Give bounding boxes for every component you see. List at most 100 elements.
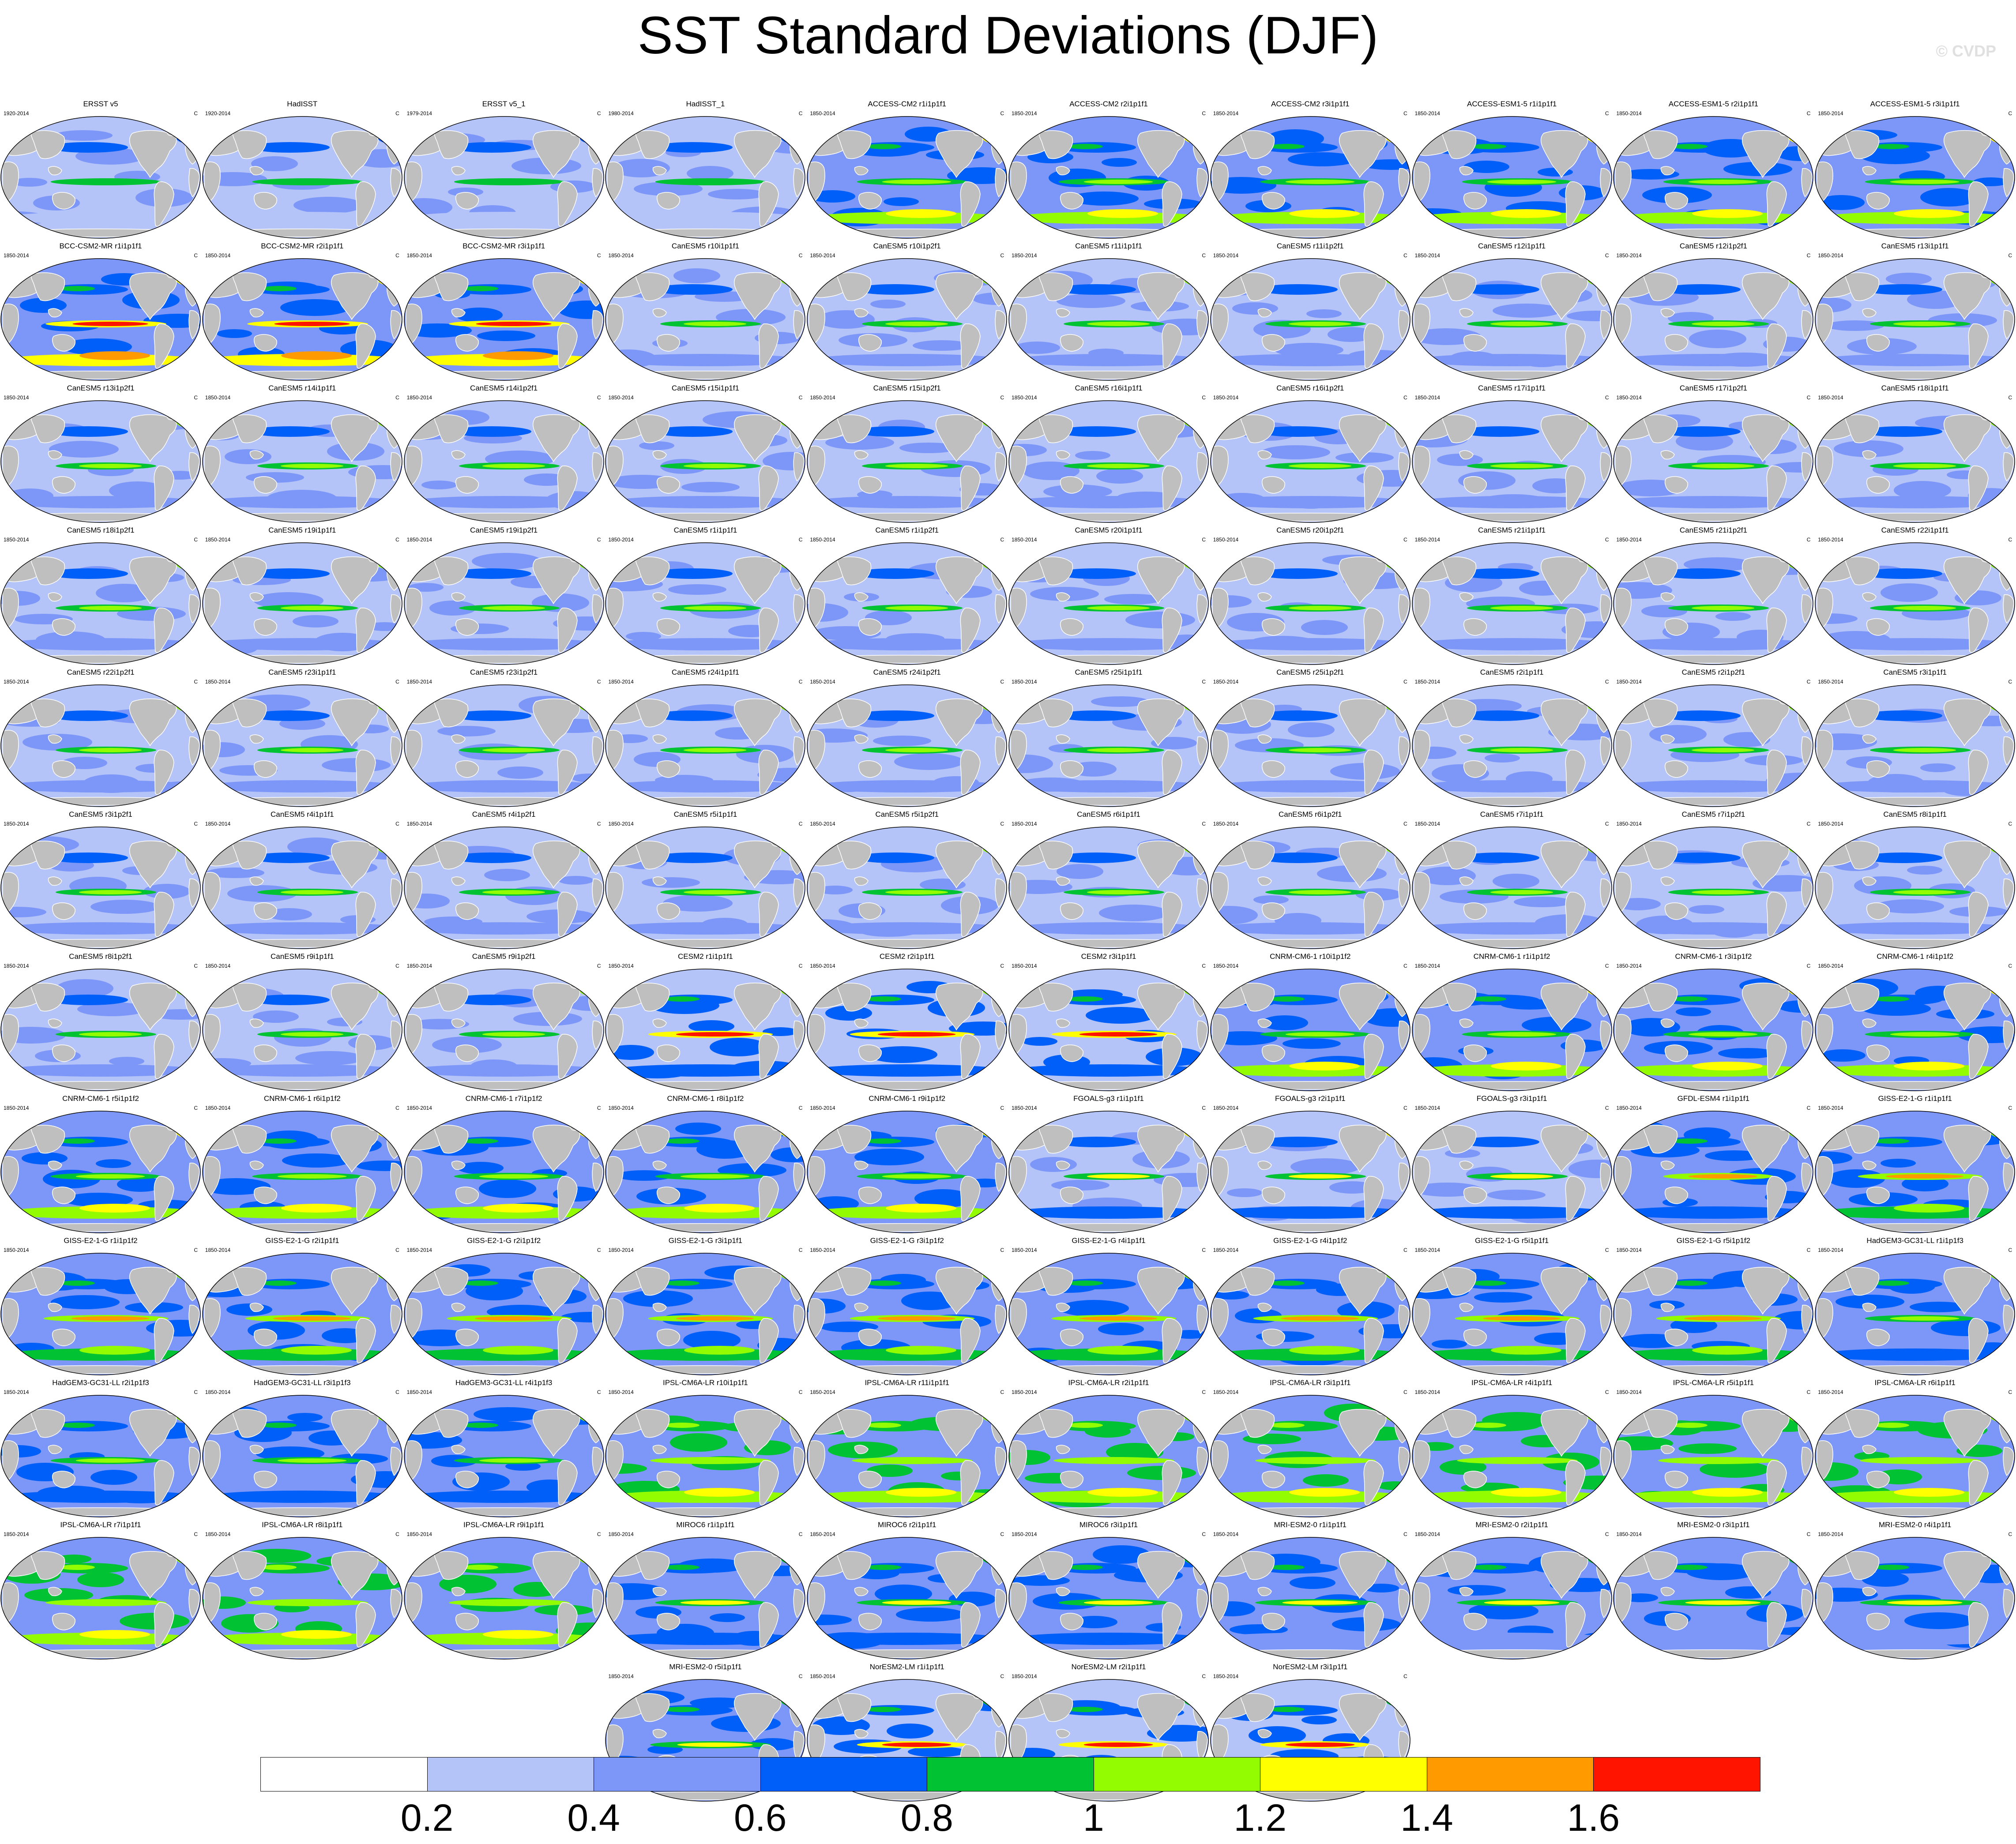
panel-map [1814, 1252, 2016, 1376]
variability-patch [471, 553, 542, 570]
variability-patch [1287, 152, 1357, 166]
sst-std-map [403, 1253, 604, 1375]
map-panel: GISS-E2-1-G r1i1p1f1 1850-2014 C [1814, 1094, 2016, 1236]
map-panel: HadGEM3-GC31-LL r4i1p1f3 1850-2014 C [403, 1378, 605, 1521]
land-mass [416, 1507, 592, 1516]
map-panel: CanESM5 r2i1p1f1 1850-2014 C [1411, 668, 1613, 810]
colorbar-box [760, 1757, 928, 1791]
land-mass [657, 1044, 681, 1062]
map-panel: CanESM5 r7i1p1f1 1850-2014 C [1411, 810, 1613, 952]
north-atlantic-core [988, 979, 999, 989]
sst-std-map [1411, 1111, 1612, 1233]
equatorial-pacific-core [684, 890, 747, 894]
panel-map [1008, 1536, 1209, 1660]
colorbar-tick-label: 0.4 [567, 1797, 620, 1839]
map-panel: CNRM-CM6-1 r1i1p1f2 1850-2014 C [1411, 952, 1613, 1094]
map-outline [202, 826, 402, 949]
panel-map [605, 1394, 806, 1518]
north-atlantic-patch [375, 1260, 399, 1280]
southern-ocean-band [1213, 1348, 1407, 1361]
north-atlantic-core [1391, 1121, 1402, 1131]
kuroshio-band [1874, 1423, 1910, 1428]
land-mass [1801, 1589, 1813, 1619]
land-mass [819, 371, 995, 379]
map-panel: CanESM5 r12i1p2f1 1850-2014 C [1613, 242, 1814, 384]
panel-map [202, 542, 403, 665]
variability-patch [663, 895, 733, 912]
panel-years: 1850-2014 [1616, 821, 1642, 827]
panel-map [1411, 1252, 1613, 1376]
land-mass [12, 939, 189, 948]
land-mass [617, 513, 794, 522]
map-outline [0, 969, 201, 1091]
panel-years: 1850-2014 [1818, 963, 1843, 969]
land-mass [617, 1649, 794, 1658]
land-mass [30, 983, 65, 1012]
land-mass [52, 1471, 75, 1488]
land-mass [1162, 892, 1182, 937]
land-mass [1020, 797, 1197, 806]
panel-units: C [798, 1247, 803, 1253]
sst-std-map [1210, 826, 1410, 949]
land-mass [568, 550, 582, 563]
panel-years: 1980-2014 [608, 110, 634, 116]
map-outline [1411, 1253, 1612, 1375]
north-atlantic-patch [980, 1118, 1004, 1138]
variability-patch [117, 1177, 164, 1192]
land-mass [591, 594, 603, 624]
equatorial-pacific-core [482, 890, 545, 894]
sst-std-map [1815, 1111, 2015, 1233]
land-mass [819, 797, 995, 806]
variability-patch [1705, 1150, 1764, 1161]
kuroshio-band [463, 428, 498, 433]
land-mass [653, 1160, 667, 1170]
panel-title: CanESM5 r14i1p1f1 [268, 384, 336, 392]
southern-ocean-band [1818, 1348, 2012, 1361]
land-mass [1827, 655, 2003, 664]
land-mass [854, 876, 869, 886]
land-mass [1866, 760, 1890, 778]
map-panel: CanESM5 r24i1p1f1 1850-2014 C [605, 668, 806, 810]
land-mass [854, 450, 869, 460]
southern-ocean-band [1414, 922, 1609, 935]
land-mass [1363, 181, 1384, 227]
land-mass [1222, 1507, 1398, 1516]
north-atlantic-patch [577, 408, 600, 427]
land-mass [972, 834, 985, 847]
map-outline [1815, 826, 2015, 949]
variability-patch [280, 299, 350, 316]
panel-years: 1850-2014 [4, 1105, 29, 1111]
north-atlantic-patch [1988, 266, 2012, 285]
land-mass [1576, 692, 1590, 705]
land-mass [1375, 1403, 1388, 1415]
north-atlantic-core [1794, 1263, 1805, 1273]
land-mass [455, 192, 479, 210]
panel-units: C [1403, 821, 1407, 827]
panel-map [1814, 1394, 2016, 1518]
land-mass [1665, 1187, 1689, 1204]
map-panel: CanESM5 r20i1p1f1 1850-2014 C [1008, 526, 1209, 668]
map-panel: CanESM5 r14i1p2f1 1850-2014 C [403, 384, 605, 526]
map-outline [1613, 1111, 1814, 1233]
north-atlantic-core [988, 1405, 999, 1416]
sst-std-map [1411, 1395, 1612, 1517]
land-mass [1162, 608, 1182, 653]
land-mass [165, 408, 179, 421]
land-mass [1459, 1018, 1474, 1028]
land-mass [1625, 229, 1802, 237]
map-panel: CNRM-CM6-1 r3i1p1f2 1850-2014 C [1613, 952, 1814, 1094]
north-atlantic-core [988, 1121, 999, 1131]
land-mass [568, 692, 582, 705]
land-mass [1866, 334, 1890, 352]
land-mass [1261, 476, 1285, 494]
land-mass [1056, 1160, 1070, 1170]
north-atlantic-core [786, 268, 797, 279]
panel-title: GISS-E2-1-G r2i1p1f1 [265, 1236, 339, 1245]
north-atlantic-core [1391, 979, 1402, 989]
north-atlantic-patch [1182, 976, 1205, 995]
equatorial-pacific-core [1893, 748, 1956, 752]
land-mass [12, 1081, 189, 1090]
variability-patch [1282, 1038, 1341, 1049]
panel-map [1210, 1110, 1411, 1234]
map-panel: CanESM5 r6i1p1f1 1850-2014 C [1008, 810, 1209, 952]
